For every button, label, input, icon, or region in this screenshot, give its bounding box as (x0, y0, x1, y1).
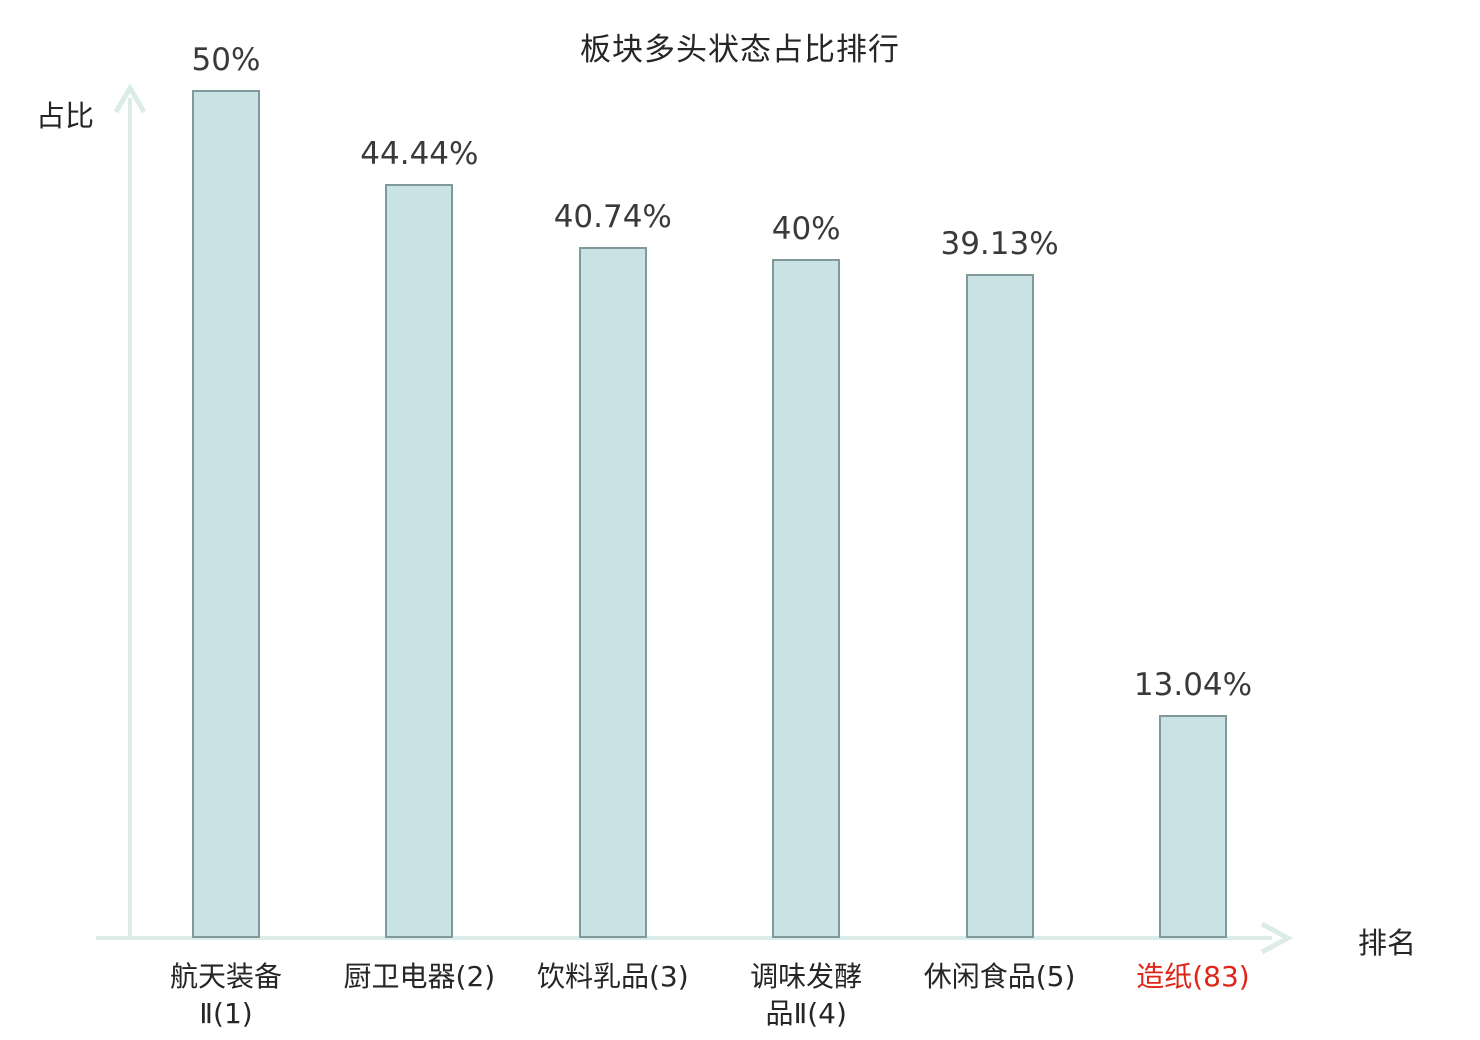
chart-title: 板块多头状态占比排行 (580, 32, 900, 68)
bar-category-label: 造纸(83) (1081, 958, 1305, 995)
bar (192, 90, 260, 938)
bar-category-label: 饮料乳品(3) (501, 958, 725, 995)
x-axis-label: 排名 (1358, 926, 1417, 960)
bar (772, 259, 841, 938)
bar-category-label-line: 厨卫电器(2) (343, 960, 496, 993)
bar (385, 184, 454, 938)
bar-value-label: 40% (771, 211, 841, 248)
bar (1159, 715, 1227, 938)
bar-value-label: 40.74% (553, 198, 672, 235)
bar-value-label: 39.13% (940, 225, 1059, 262)
y-axis-label: 占比 (36, 99, 95, 133)
bar-category-label-line: 航天装备 (169, 960, 282, 993)
bar-category-label-line: 调味发酵 (750, 960, 863, 993)
bar-category-label-line: 饮料乳品(3) (536, 960, 689, 993)
bar-category-label: 航天装备 Ⅱ(1) (114, 958, 338, 1032)
bar (578, 246, 647, 938)
bar-category-label-line: 休闲食品(5) (923, 960, 1076, 993)
bar-category-label: 休闲食品(5) (888, 958, 1112, 995)
bar-category-label-line: 造纸(83) (1136, 960, 1250, 993)
bar-value-label: 13.04% (1133, 667, 1253, 704)
bar-category-label-line: 品Ⅱ(4) (765, 997, 847, 1030)
bar-category-label-line: Ⅱ(1) (199, 997, 253, 1030)
bar-value-label: 50% (191, 42, 261, 78)
bar-category-label: 厨卫电器(2) (307, 958, 531, 995)
bar-value-label: 44.44% (360, 136, 479, 173)
x-axis-arrowhead-icon (1260, 921, 1294, 955)
y-axis-arrowhead-icon (113, 83, 147, 114)
bar (965, 273, 1034, 938)
bar-category-label: 调味发酵品Ⅱ(4) (694, 958, 918, 1032)
